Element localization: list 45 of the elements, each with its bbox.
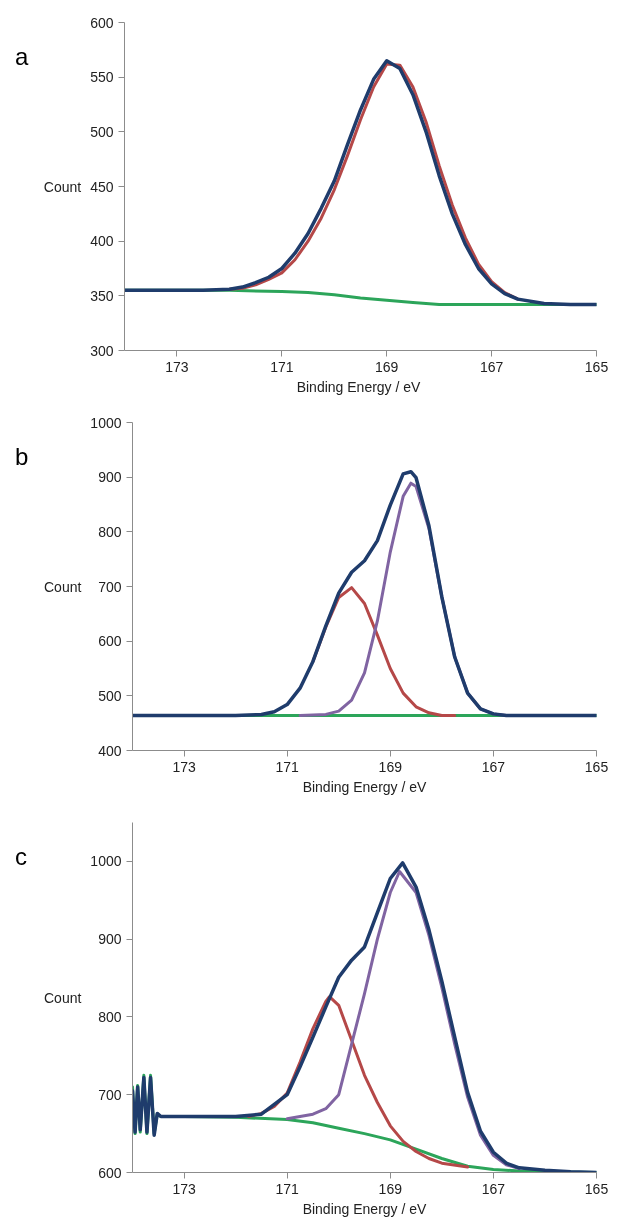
x-tick-label: 167 bbox=[481, 1180, 506, 1197]
x-axis-title: Binding Energy / eV bbox=[302, 1200, 428, 1217]
y-tick-label: 400 bbox=[98, 742, 122, 759]
y-tick-label: 700 bbox=[98, 578, 122, 595]
y-tick-label: 900 bbox=[98, 469, 122, 486]
y-tick-label: 800 bbox=[98, 523, 122, 540]
x-tick-label: 167 bbox=[481, 758, 506, 775]
y-tick-label: 1000 bbox=[90, 414, 122, 431]
x-axis-title: Binding Energy / eV bbox=[296, 378, 422, 395]
y-tick-label: 600 bbox=[98, 1164, 122, 1181]
y-tick-label: 350 bbox=[90, 287, 114, 304]
x-tick-label: 173 bbox=[165, 358, 189, 375]
y-axis-title: Count bbox=[44, 989, 82, 1006]
y-tick-label: 800 bbox=[98, 1008, 122, 1025]
x-tick-label: 171 bbox=[275, 758, 300, 775]
x-tick-label: 169 bbox=[378, 1180, 403, 1197]
x-tick-label: 165 bbox=[584, 1180, 609, 1197]
y-tick-label: 500 bbox=[90, 123, 114, 140]
x-tick-label: 171 bbox=[275, 1180, 300, 1197]
y-tick-label: 600 bbox=[98, 633, 122, 650]
x-tick-label: 167 bbox=[479, 358, 504, 375]
text: c bbox=[15, 842, 27, 872]
y-tick-label: 1000 bbox=[90, 853, 122, 870]
x-tick-label: 171 bbox=[270, 358, 294, 375]
x-tick-label: 169 bbox=[375, 358, 399, 375]
line-series bbox=[124, 59, 597, 307]
x-tick-label: 165 bbox=[584, 758, 609, 775]
y-tick-label: 900 bbox=[98, 931, 122, 948]
x-tick-label: 173 bbox=[172, 1180, 196, 1197]
line-series bbox=[132, 469, 597, 718]
y-axis-title: Count bbox=[43, 178, 82, 195]
y-tick-label: 400 bbox=[90, 233, 114, 250]
text: b bbox=[15, 442, 29, 472]
x-axis-title: Binding Energy / eV bbox=[302, 778, 428, 795]
x-tick-label: 165 bbox=[584, 358, 609, 375]
x-tick-label: 169 bbox=[378, 758, 403, 775]
y-axis-title: Count bbox=[44, 578, 82, 595]
y-tick-label: 500 bbox=[98, 687, 122, 704]
y-tick-label: 300 bbox=[90, 342, 114, 359]
y-tick-label: 700 bbox=[98, 1086, 122, 1103]
y-tick-label: 550 bbox=[90, 69, 114, 86]
y-tick-label: 600 bbox=[90, 14, 114, 31]
x-tick-label: 173 bbox=[172, 758, 196, 775]
y-tick-label: 450 bbox=[90, 178, 114, 195]
text: a bbox=[15, 42, 29, 72]
